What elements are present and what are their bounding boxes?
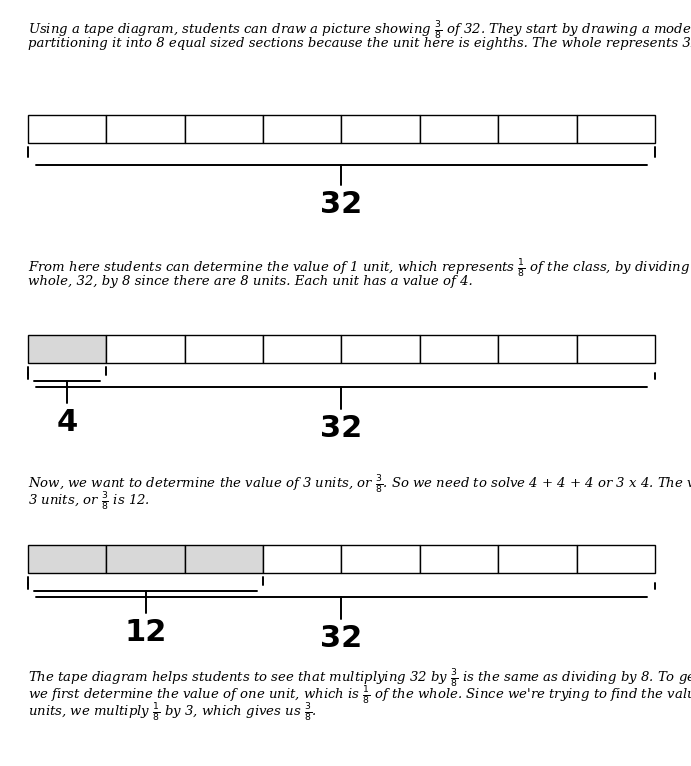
Text: 4: 4: [57, 408, 78, 437]
Bar: [576, 335, 655, 363]
Bar: [420, 545, 498, 573]
Bar: [184, 335, 263, 363]
Text: 32: 32: [321, 624, 363, 653]
Text: 3 units, or $\frac{3}{8}$ is 12.: 3 units, or $\frac{3}{8}$ is 12.: [28, 491, 150, 513]
Bar: [106, 335, 184, 363]
Text: 12: 12: [124, 618, 167, 647]
Bar: [498, 115, 576, 143]
Bar: [498, 545, 576, 573]
Bar: [420, 335, 498, 363]
Bar: [341, 115, 420, 143]
Bar: [263, 115, 341, 143]
Bar: [28, 545, 106, 573]
Text: units, we multiply $\frac{1}{8}$ by 3, which gives us $\frac{3}{8}$.: units, we multiply $\frac{1}{8}$ by 3, w…: [28, 702, 317, 724]
Bar: [28, 335, 106, 363]
Text: partitioning it into 8 equal sized sections because the unit here is eighths. Th: partitioning it into 8 equal sized secti…: [28, 37, 691, 50]
Text: Using a tape diagram, students can draw a picture showing $\frac{3}{8}$ of 32. T: Using a tape diagram, students can draw …: [28, 20, 691, 42]
Bar: [184, 115, 263, 143]
Bar: [341, 335, 420, 363]
Text: we first determine the value of one unit, which is $\frac{1}{8}$ of the whole. S: we first determine the value of one unit…: [28, 685, 691, 707]
Bar: [341, 545, 420, 573]
Bar: [263, 335, 341, 363]
Bar: [106, 115, 184, 143]
Text: whole, 32, by 8 since there are 8 units. Each unit has a value of 4.: whole, 32, by 8 since there are 8 units.…: [28, 275, 473, 288]
Bar: [28, 115, 106, 143]
Bar: [576, 115, 655, 143]
Bar: [498, 335, 576, 363]
Bar: [106, 545, 184, 573]
Bar: [420, 115, 498, 143]
Text: 32: 32: [321, 190, 363, 219]
Text: The tape diagram helps students to see that multiplying 32 by $\frac{3}{8}$ is t: The tape diagram helps students to see t…: [28, 668, 691, 690]
Bar: [263, 545, 341, 573]
Bar: [576, 545, 655, 573]
Bar: [184, 545, 263, 573]
Text: Now, we want to determine the value of 3 units, or $\frac{3}{8}$. So we need to : Now, we want to determine the value of 3…: [28, 474, 691, 496]
Text: From here students can determine the value of 1 unit, which represents $\frac{1}: From here students can determine the val…: [28, 258, 691, 280]
Text: 32: 32: [321, 414, 363, 443]
